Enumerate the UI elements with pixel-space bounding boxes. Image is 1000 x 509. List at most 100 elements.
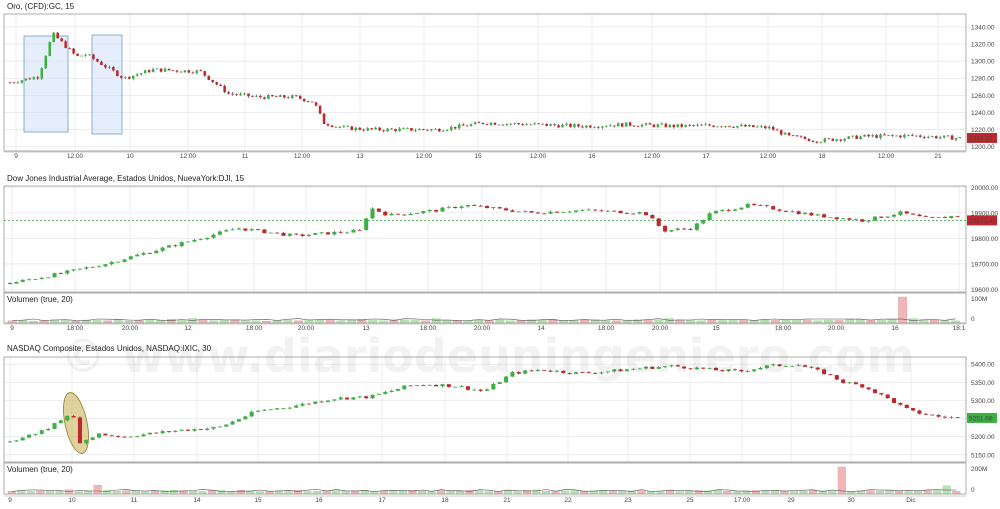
volume-bar (618, 490, 627, 495)
candle-body (286, 97, 290, 99)
candle-body (597, 127, 600, 129)
candle-body (427, 210, 432, 212)
x-tick-label: 18:00 (775, 325, 792, 332)
volume-bar (845, 319, 855, 324)
volume-bar (665, 318, 674, 324)
candle-body (155, 68, 159, 70)
highlight-overlays (23, 34, 123, 454)
candle-body (713, 367, 718, 371)
candle-body (795, 135, 799, 137)
volume-bar (65, 489, 74, 495)
candle-body (398, 128, 401, 132)
panel-title: Dow Jones Industrial Average, Estados Un… (7, 174, 245, 183)
volume-tick-label: 0 (971, 487, 975, 494)
volume-bar (332, 490, 341, 495)
candle-body (636, 126, 640, 128)
candle-body (275, 96, 278, 98)
candle-body (612, 125, 616, 127)
candle-body (835, 139, 839, 141)
candle-body (357, 229, 362, 231)
panel-frames (3, 13, 967, 497)
volume-bar (828, 490, 837, 495)
candle-body (235, 94, 238, 96)
candle-body (28, 78, 32, 80)
candle-body (663, 225, 668, 232)
candle-body (461, 124, 465, 126)
candle-body (554, 370, 559, 372)
candle-body (577, 124, 580, 127)
candle-body (389, 390, 394, 392)
candle-body (477, 122, 481, 124)
candle-body (332, 231, 337, 235)
candle-body (465, 125, 469, 127)
candle-body (872, 216, 877, 221)
volume-bar (580, 319, 590, 324)
candle-body (141, 434, 146, 437)
candle-body (179, 429, 184, 431)
x-tick-label: 12:00 (878, 153, 895, 160)
candle-body (97, 433, 102, 438)
candle-body (319, 232, 324, 234)
candle-body (112, 67, 115, 71)
candle-body (300, 234, 305, 236)
candle-body (620, 123, 624, 127)
candle-body (298, 96, 302, 99)
volume-bar (46, 490, 54, 495)
candle-body (128, 436, 133, 438)
candle-body (809, 212, 814, 216)
candle-body (675, 228, 680, 231)
candle-body (616, 123, 620, 127)
candle-body (183, 70, 187, 73)
candle-body (841, 218, 846, 220)
x-tick-label: 30 (847, 497, 855, 504)
candle-body (139, 73, 143, 75)
candle-body (853, 219, 858, 221)
volume-bar (637, 490, 646, 495)
candle-body (739, 370, 744, 372)
candle-body (796, 365, 801, 367)
candle-body (745, 203, 750, 208)
candle-body (586, 209, 591, 211)
volume-bar (933, 490, 942, 495)
candle-body (408, 385, 413, 387)
candle-body (904, 404, 909, 409)
x-tick-label: 12 (184, 325, 192, 332)
candle-body (46, 428, 51, 431)
candle-body (802, 212, 808, 215)
candle-body (557, 125, 560, 128)
candle-body (790, 365, 795, 367)
volume-bar (495, 319, 505, 324)
candle-body (510, 372, 515, 377)
candle-body (815, 214, 820, 216)
candle-body (549, 124, 552, 126)
candle-body (465, 386, 470, 390)
x-tick-label: 12:00 (294, 153, 311, 160)
candle-body (48, 42, 52, 56)
x-tick-label: 20:00 (828, 325, 845, 332)
x-tick-label: 9 (10, 325, 14, 332)
candle-body (733, 369, 738, 371)
highlight-box (23, 35, 69, 133)
volume-bar (36, 490, 45, 495)
x-tick-label: 17:00 (734, 497, 751, 504)
candle-body (362, 129, 366, 131)
candle-body (516, 211, 521, 213)
volume-bar (219, 319, 229, 324)
candle-body (688, 228, 693, 230)
candle-body (179, 242, 184, 247)
candle-body (489, 122, 493, 125)
x-tick-label: 21 (934, 153, 942, 160)
candle-body (535, 212, 540, 214)
candle-body (885, 394, 890, 399)
candle-body (612, 210, 617, 212)
label-layer: 1340.00 1320.00 1300.00 1280.00 1260.00 1240.… (7, 2, 998, 504)
volume-bar (654, 319, 664, 324)
volume-bar (442, 319, 452, 324)
candle-body (879, 134, 882, 138)
candle-body (545, 123, 548, 126)
candle-body (930, 136, 934, 137)
candle-body (72, 48, 75, 54)
candle-body (20, 437, 25, 441)
volume-bar (437, 490, 446, 495)
candle-body (608, 125, 612, 127)
